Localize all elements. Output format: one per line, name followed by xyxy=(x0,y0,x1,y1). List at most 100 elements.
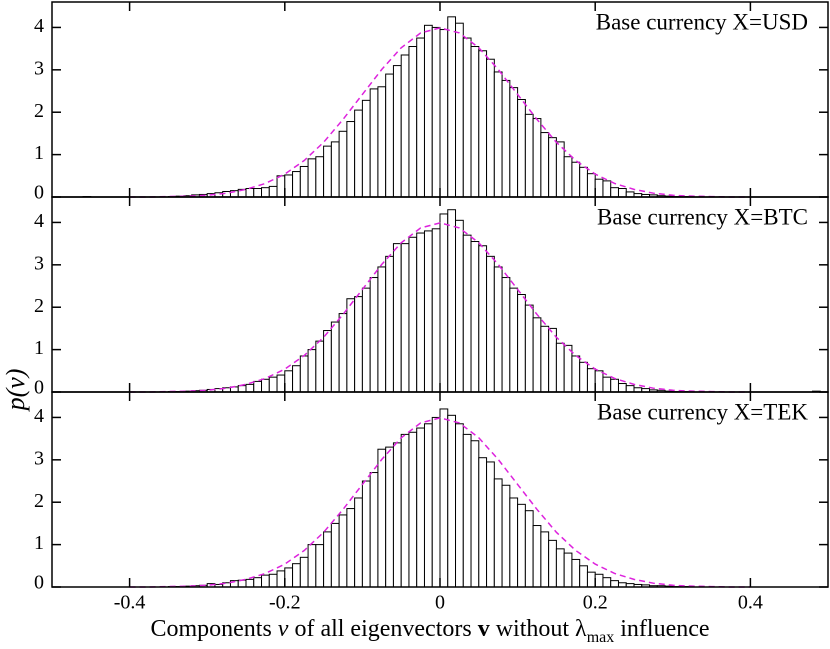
bar xyxy=(532,525,542,588)
bar xyxy=(377,266,387,393)
bar xyxy=(540,531,550,588)
bar xyxy=(330,141,340,198)
bar xyxy=(292,171,301,198)
bar xyxy=(555,141,565,198)
bar xyxy=(245,383,255,393)
bar xyxy=(579,565,588,588)
bar xyxy=(571,558,581,588)
x-axis-label-part: v xyxy=(478,616,490,642)
bar xyxy=(408,236,418,393)
bar xyxy=(377,448,387,588)
bar xyxy=(392,442,402,588)
bar xyxy=(292,563,301,588)
bar xyxy=(361,99,371,198)
panel-title: Base currency X=TEK xyxy=(597,399,808,424)
bar xyxy=(517,294,526,393)
y-tick-label: 0 xyxy=(34,377,44,399)
bar xyxy=(455,219,464,393)
x-axis-label-part: Components xyxy=(150,616,277,642)
x-tick-label: -0.2 xyxy=(269,592,301,614)
bar xyxy=(261,378,270,393)
bar xyxy=(385,73,394,198)
bar xyxy=(555,548,565,588)
bar xyxy=(625,191,635,198)
y-tick-label: 3 xyxy=(34,252,44,274)
bar xyxy=(400,243,410,393)
bar xyxy=(431,228,441,393)
bar xyxy=(400,54,410,198)
bar xyxy=(307,158,317,198)
bar xyxy=(602,180,612,198)
bar xyxy=(416,232,425,393)
x-axis-label-part: influence xyxy=(614,616,709,642)
bar xyxy=(315,544,325,588)
x-axis-label: Components v of all eigenvectors v witho… xyxy=(150,616,709,646)
bar xyxy=(261,187,270,198)
bar xyxy=(571,355,581,393)
bar xyxy=(338,313,348,393)
bar xyxy=(307,544,317,588)
bar xyxy=(423,230,433,393)
bar xyxy=(517,99,526,198)
bar xyxy=(369,277,379,393)
bar xyxy=(617,188,627,198)
bar xyxy=(245,188,255,198)
bar xyxy=(548,137,557,198)
y-tick-label: 3 xyxy=(34,57,44,79)
bar xyxy=(346,508,356,588)
bar xyxy=(299,355,309,393)
x-axis-label-part: of all eigenvectors xyxy=(288,616,477,642)
x-axis-label-part: max xyxy=(587,629,615,646)
x-tick-label: 0.2 xyxy=(583,592,608,614)
bar xyxy=(478,50,488,198)
y-tick-label: 1 xyxy=(34,142,44,164)
bar xyxy=(284,370,294,393)
bar xyxy=(323,330,332,393)
bar xyxy=(610,378,619,393)
bar xyxy=(392,65,402,198)
bar xyxy=(493,266,503,393)
bar xyxy=(361,480,371,588)
bar xyxy=(493,71,503,198)
x-tick-label: 0.4 xyxy=(738,592,763,614)
bar xyxy=(555,342,565,393)
bar xyxy=(532,118,542,198)
bar xyxy=(261,574,270,588)
bar xyxy=(392,243,402,393)
bar xyxy=(237,385,247,393)
bar xyxy=(447,16,457,198)
bar xyxy=(323,531,332,588)
bar xyxy=(462,234,472,393)
bar xyxy=(625,385,635,393)
bar xyxy=(268,376,278,393)
bar xyxy=(377,86,387,198)
bar xyxy=(540,132,550,198)
bar xyxy=(447,209,457,393)
bar xyxy=(462,37,472,198)
y-tick-label: 1 xyxy=(34,337,44,359)
bar xyxy=(579,361,588,393)
panel-title: Base currency X=BTC xyxy=(597,204,808,229)
bar xyxy=(439,29,449,198)
bar xyxy=(509,87,519,198)
bar xyxy=(416,37,425,198)
bar xyxy=(253,380,263,393)
bar xyxy=(292,365,301,393)
bar xyxy=(524,510,534,588)
bar xyxy=(455,423,464,588)
bar xyxy=(431,26,441,198)
bar xyxy=(276,374,286,393)
y-tick-label: 4 xyxy=(34,210,44,232)
y-tick-label: 0 xyxy=(34,572,44,594)
fit-curve xyxy=(129,417,751,588)
bar xyxy=(276,175,286,198)
bar xyxy=(610,187,619,198)
bar xyxy=(462,433,472,588)
y-tick-label: 2 xyxy=(34,490,44,512)
bar xyxy=(284,174,294,198)
bar xyxy=(268,573,278,588)
bar xyxy=(563,552,573,588)
bar xyxy=(361,287,371,393)
bar xyxy=(330,321,340,393)
